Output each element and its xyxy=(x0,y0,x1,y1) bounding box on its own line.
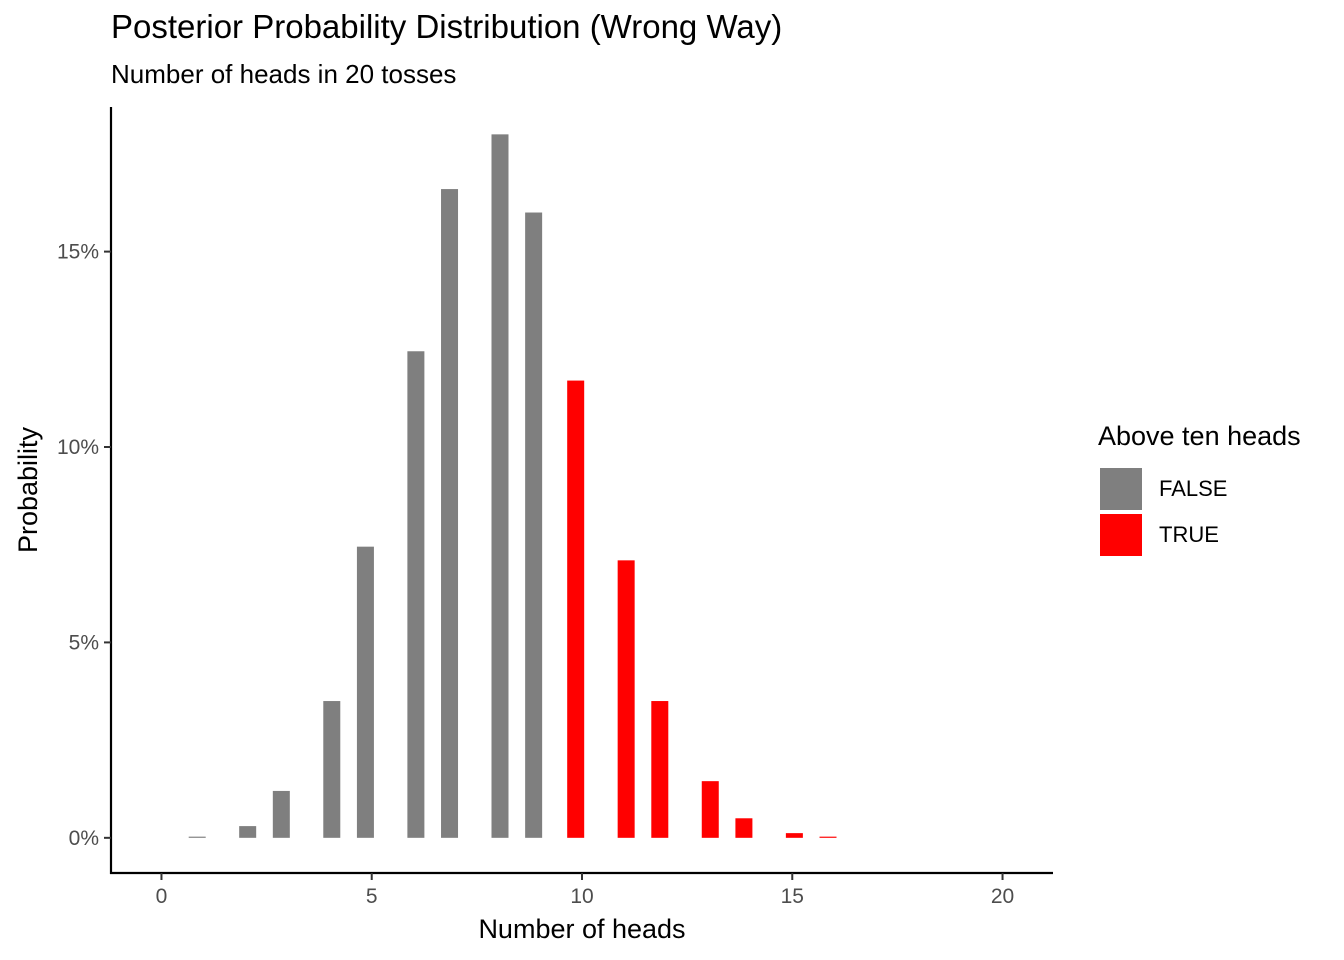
bar-9 xyxy=(567,380,585,838)
bar-6 xyxy=(441,189,459,838)
bars-group xyxy=(188,134,837,838)
x-tick-label: 0 xyxy=(156,885,168,908)
bar-4 xyxy=(356,546,374,838)
x-tick-label: 20 xyxy=(991,885,1014,908)
bar-3 xyxy=(323,701,341,838)
bar-8 xyxy=(525,212,543,838)
bar-12 xyxy=(701,781,719,838)
bar-11 xyxy=(651,701,669,838)
legend-item-true: TRUE xyxy=(1100,514,1219,556)
bar-5 xyxy=(407,351,425,838)
x-tick-label: 15 xyxy=(781,885,804,908)
bar-10 xyxy=(617,560,635,838)
y-tick-label: 0% xyxy=(69,827,99,850)
x-axis-ticks: 0 5 10 15 20 xyxy=(156,873,1014,908)
y-tick-label: 5% xyxy=(69,631,99,654)
y-tick-label: 15% xyxy=(57,241,99,264)
chart-title: Posterior Probability Distribution (Wron… xyxy=(111,8,783,45)
bar-0 xyxy=(188,836,206,838)
x-axis-title: Number of heads xyxy=(478,914,685,944)
bar-14 xyxy=(785,833,803,838)
bar-7 xyxy=(491,134,509,838)
legend-key-false xyxy=(1100,468,1142,510)
legend-label-true: TRUE xyxy=(1159,522,1219,547)
chart-subtitle: Number of heads in 20 tosses xyxy=(111,59,457,89)
x-tick-label: 10 xyxy=(570,885,593,908)
legend-label-false: FALSE xyxy=(1159,476,1228,501)
y-axis-title: Probability xyxy=(13,426,43,553)
bar-13 xyxy=(735,818,753,838)
bar-2 xyxy=(272,790,290,838)
y-axis-ticks: 0% 5% 10% 15% xyxy=(57,241,111,850)
legend-title: Above ten heads xyxy=(1098,421,1301,451)
bar-1 xyxy=(239,826,257,838)
legend-item-false: FALSE xyxy=(1100,468,1227,510)
y-tick-label: 10% xyxy=(57,436,99,459)
x-tick-label: 5 xyxy=(366,885,378,908)
bar-15 xyxy=(819,836,837,838)
legend-key-true xyxy=(1100,514,1142,556)
